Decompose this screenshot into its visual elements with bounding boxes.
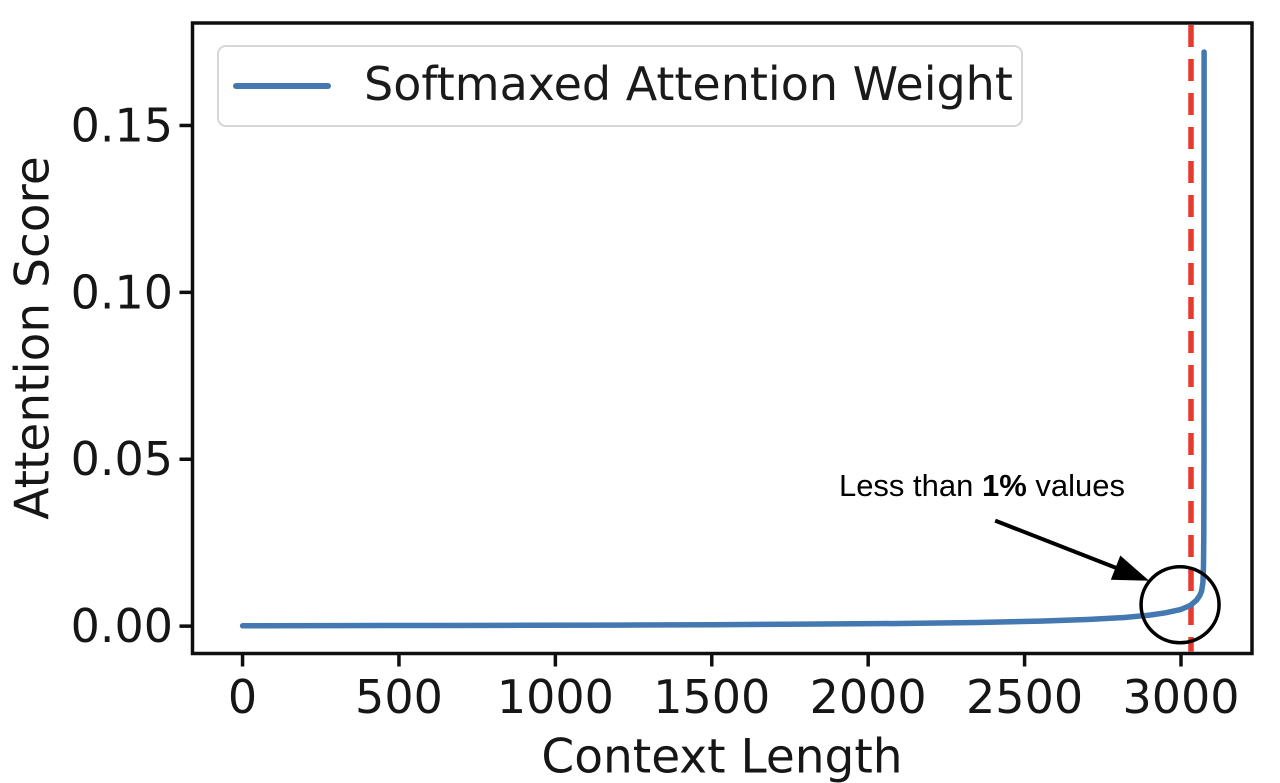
legend: Softmaxed Attention Weight	[217, 45, 1023, 127]
x-tick-label: 2500	[966, 670, 1083, 724]
highlight-circle	[1139, 565, 1221, 645]
x-tick-label: 3000	[1122, 670, 1239, 724]
x-axis-label: Context Length	[541, 729, 903, 783]
y-tick-label: 0.15	[71, 98, 173, 152]
y-tick-label: 0.00	[71, 599, 173, 653]
annotation-text-bold: 1%	[982, 468, 1027, 503]
annotation-arrow-shaft	[994, 518, 1121, 571]
y-tick-label: 0.10	[71, 265, 173, 319]
y-tick-label: 0.05	[71, 432, 173, 486]
plot-frame	[190, 21, 1254, 656]
legend-label: Softmaxed Attention Weight	[364, 57, 1013, 111]
annotation-text-prefix: Less than	[838, 468, 982, 503]
annotation-arrow-head	[1110, 555, 1150, 581]
x-tick-label: 500	[355, 670, 443, 724]
annotation-text-suffix: values	[1026, 468, 1126, 503]
legend-line-swatch	[233, 82, 331, 90]
x-tick-label: 1500	[653, 670, 770, 724]
annotation-text: Less than 1% values	[839, 468, 1125, 504]
y-axis-label: Attention Score	[5, 156, 61, 520]
annotation-layer	[994, 518, 1221, 645]
x-tick-label: 0	[228, 670, 257, 724]
data-layer	[239, 25, 1207, 652]
axes-layer: 0 500 1000 1500 2000 2500 3000 0.00 0.05 0.10 0.15	[71, 21, 1254, 724]
x-tick-label: 2000	[810, 670, 927, 724]
x-tick-label: 1000	[497, 670, 614, 724]
attention-line	[239, 49, 1207, 629]
